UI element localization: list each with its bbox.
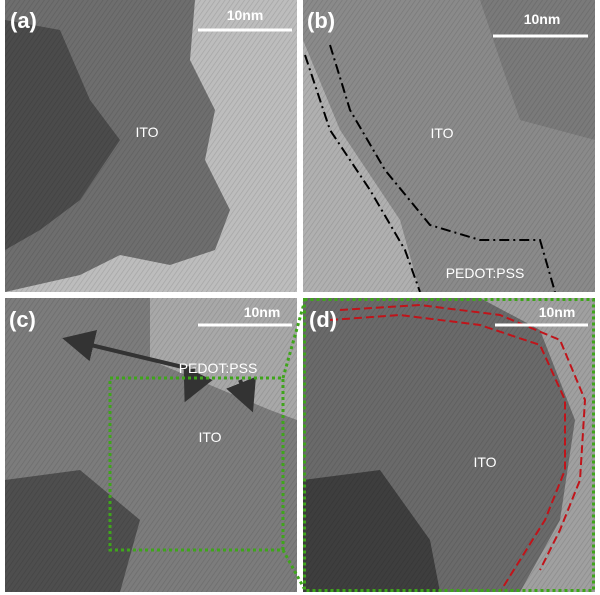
panel-label: (b) bbox=[307, 8, 335, 33]
annotation: PEDOT:PSS bbox=[446, 265, 525, 281]
scale-bar-label: 10nm bbox=[524, 11, 561, 27]
scale-bar-label: 10nm bbox=[539, 304, 576, 320]
scale-bar-label: 10nm bbox=[227, 7, 264, 23]
panel-a: (a) 10nm ITO bbox=[5, 0, 297, 292]
annotation: ITO bbox=[473, 454, 496, 470]
panel-label: (d) bbox=[309, 307, 337, 332]
panel-d bbox=[303, 298, 595, 592]
scale-bar-label: 10nm bbox=[244, 304, 281, 320]
annotation: PEDOT:PSS bbox=[179, 360, 258, 376]
panel-label: (a) bbox=[10, 8, 37, 33]
annotation: ITO bbox=[135, 124, 158, 140]
annotation: ITO bbox=[430, 125, 453, 141]
panel-label: (c) bbox=[9, 307, 36, 332]
annotation: ITO bbox=[198, 429, 221, 445]
panel-d-border bbox=[303, 298, 595, 592]
panel-b: (b) 10nm ITO PEDOT:PSS bbox=[303, 0, 595, 292]
panel-c: (c) 10nm PEDOT:PSS ITO bbox=[5, 298, 297, 592]
zoom-line bbox=[281, 299, 307, 379]
zoom-line bbox=[281, 549, 307, 591]
